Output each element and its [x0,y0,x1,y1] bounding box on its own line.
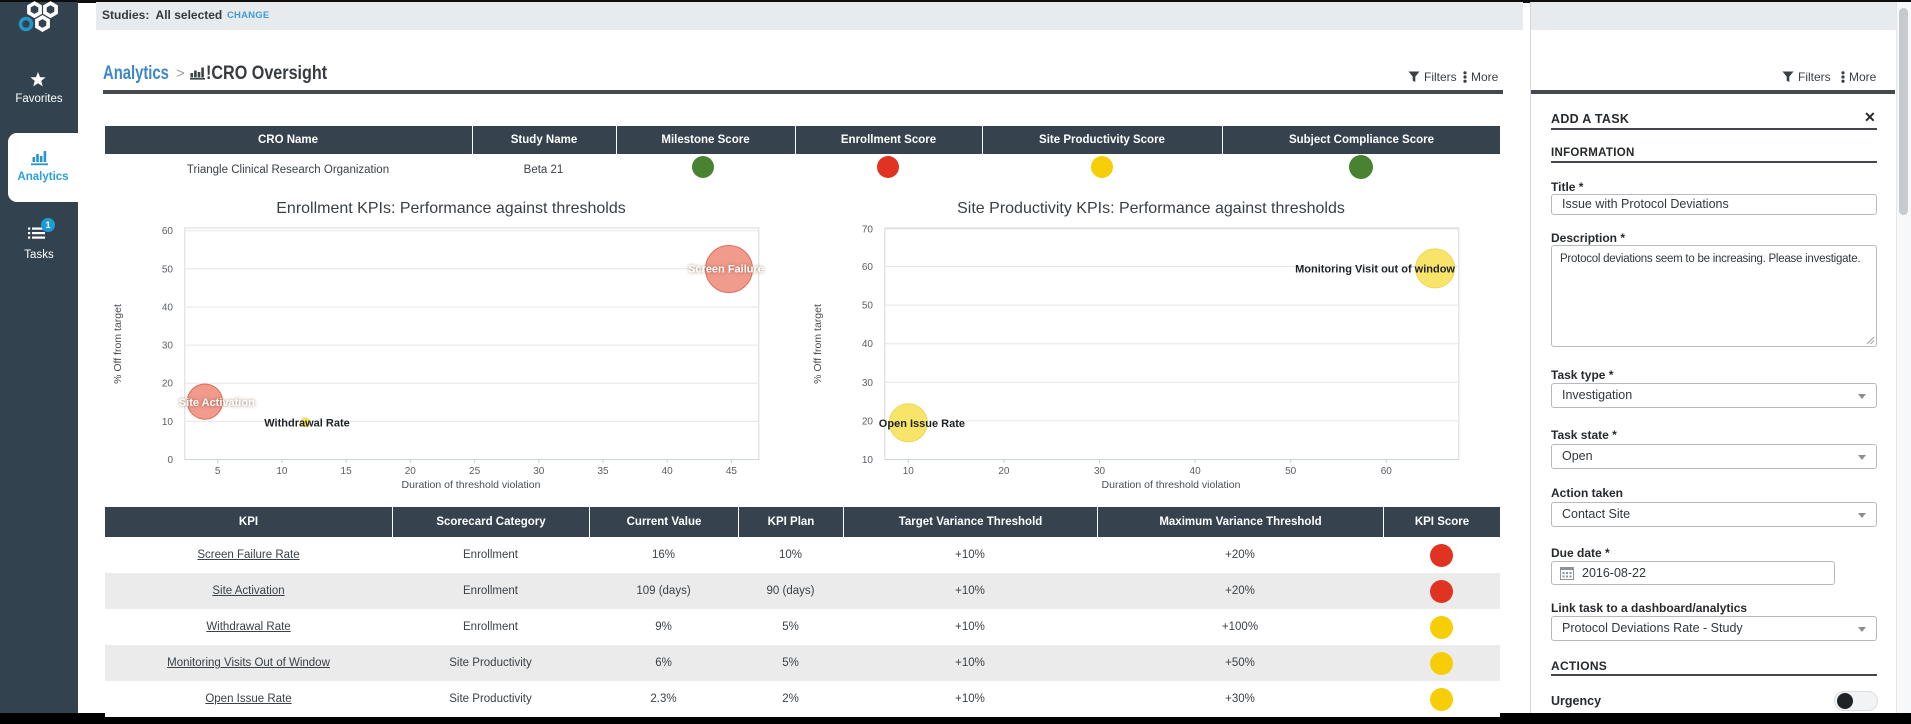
svg-text:45: 45 [726,466,738,477]
svg-text:Site Activation: Site Activation [179,397,255,409]
svg-text:20: 20 [162,379,174,390]
svg-text:20: 20 [998,466,1010,477]
svg-text:30: 30 [1094,466,1106,477]
svg-text:Duration of threshold violatio: Duration of threshold violation [402,479,541,491]
svg-text:Enrollment KPIs: Performance a: Enrollment KPIs: Performance against thr… [276,200,626,217]
svg-text:Site Productivity KPIs: Perfor: Site Productivity KPIs: Performance agai… [957,200,1345,217]
svg-text:50: 50 [862,301,874,312]
svg-text:10: 10 [276,466,288,477]
svg-text:40: 40 [862,339,874,350]
svg-text:35: 35 [597,466,609,477]
svg-text:% Off from target: % Off from target [112,304,124,384]
svg-text:60: 60 [862,262,874,273]
svg-text:0: 0 [167,455,173,466]
svg-text:50: 50 [1285,466,1297,477]
svg-text:30: 30 [862,378,874,389]
svg-text:40: 40 [162,303,174,314]
svg-text:Monitoring Visit out of window: Monitoring Visit out of window [1295,264,1455,276]
svg-text:20: 20 [862,416,874,427]
svg-text:70: 70 [862,224,874,235]
svg-text:40: 40 [1190,466,1202,477]
svg-text:40: 40 [662,466,674,477]
svg-text:30: 30 [162,341,174,352]
svg-text:10: 10 [162,417,174,428]
svg-text:50: 50 [162,264,174,275]
svg-text:% Off from target: % Off from target [812,304,824,384]
svg-text:25: 25 [469,466,481,477]
svg-text:Withdrawal Rate: Withdrawal Rate [264,418,349,430]
svg-text:10: 10 [862,455,874,466]
svg-text:10: 10 [903,466,915,477]
svg-text:60: 60 [1381,466,1393,477]
svg-text:60: 60 [162,226,174,237]
svg-text:20: 20 [405,466,417,477]
svg-text:30: 30 [533,466,545,477]
svg-text:Duration of threshold violatio: Duration of threshold violation [1102,479,1241,491]
svg-text:Open Issue Rate: Open Issue Rate [879,418,965,430]
svg-text:5: 5 [215,466,221,477]
svg-text:Screen Failure: Screen Failure [688,264,764,276]
svg-text:15: 15 [341,466,353,477]
